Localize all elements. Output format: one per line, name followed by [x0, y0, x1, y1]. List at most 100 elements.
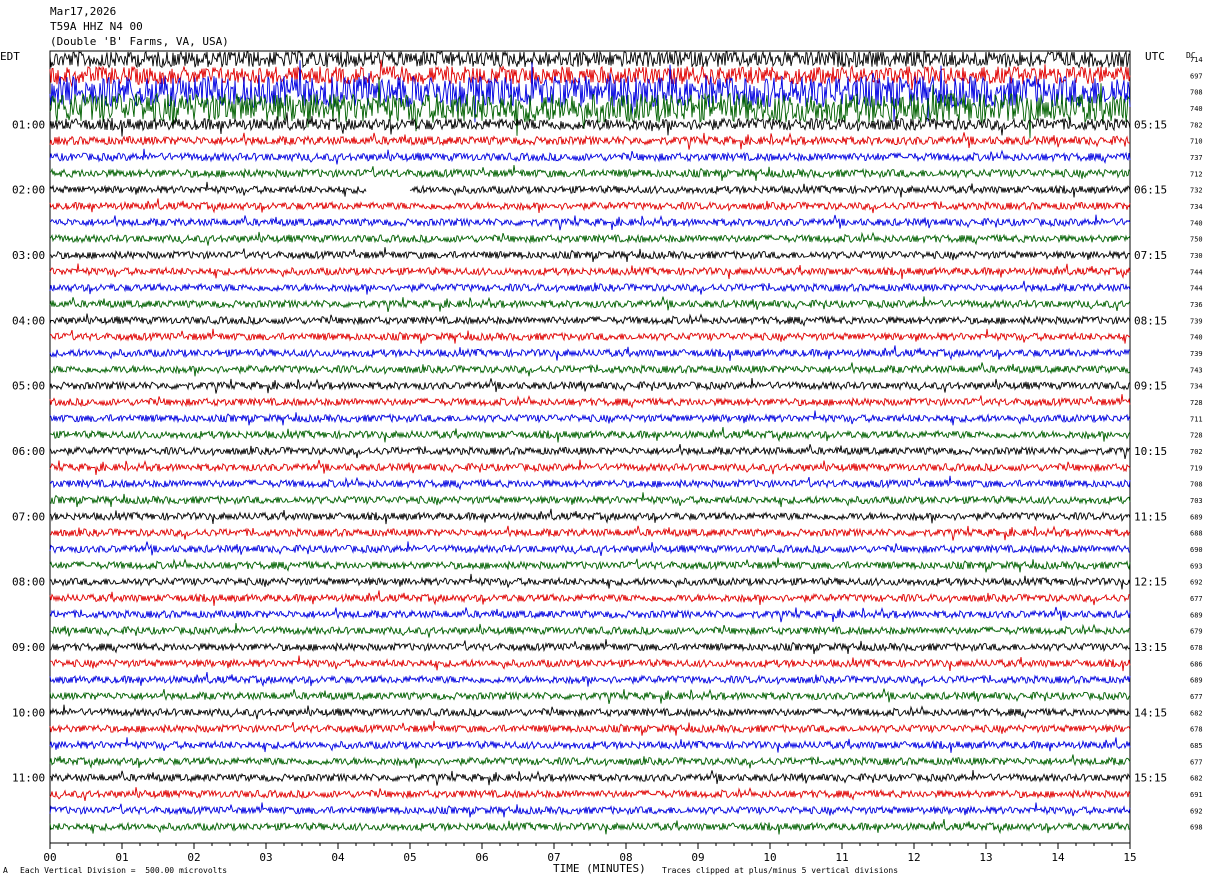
dc-offset-value: 689	[1190, 611, 1203, 619]
dc-offset-value: 690	[1190, 546, 1203, 554]
trace-line	[49, 769, 1131, 786]
date-label: Mar17,2026	[50, 5, 117, 18]
trace-line	[49, 655, 1131, 672]
x-tick-label: 05	[403, 851, 416, 864]
dc-offset-column: 714 697 708 740 782 710 737 712 732 734 740 750 730 7…	[1190, 56, 1203, 832]
trace-line	[49, 720, 1131, 736]
trace-line	[49, 112, 1131, 137]
scale-note: Each Vertical Division = 500.00 microvol…	[20, 866, 228, 875]
trace-line	[49, 819, 1131, 835]
trace-line	[49, 231, 1131, 246]
dc-offset-value: 732	[1190, 187, 1203, 195]
trace-line	[49, 263, 1131, 280]
trace-line	[49, 557, 1131, 573]
trace-line	[49, 573, 1131, 590]
x-tick-label: 08	[619, 851, 632, 864]
right-hour-label: 13:15	[1134, 641, 1167, 654]
trace-line	[49, 737, 1131, 753]
x-tick-label: 04	[331, 851, 345, 864]
left-hour-label: 11:00	[12, 772, 45, 785]
x-tick-label: 14	[1051, 851, 1065, 864]
left-hour-axis: EDT 01:00 02:00 03:00 04:00 05:00 06:00 07:00 0…	[0, 50, 45, 785]
x-axis: 00 01 02 03 04 05 06 07 08 09 10 11 12 13 14 15	[43, 843, 1137, 864]
dc-offset-value: 689	[1190, 677, 1203, 685]
dc-offset-value: 744	[1190, 285, 1203, 293]
trace-line	[49, 345, 1131, 361]
x-tick-label: 10	[763, 851, 776, 864]
clip-note: Traces clipped at plus/minus 5 vertical …	[662, 866, 899, 875]
trace-line	[49, 377, 1131, 394]
left-hour-label: 04:00	[12, 314, 45, 327]
trace-line	[49, 50, 1131, 69]
trace-group	[49, 50, 1131, 835]
left-timezone-label: EDT	[0, 50, 20, 63]
trace-line	[49, 296, 1131, 312]
trace-line	[49, 443, 1131, 459]
right-hour-label: 11:15	[1134, 510, 1167, 523]
dc-offset-value: 708	[1190, 89, 1203, 97]
dc-offset-value: 719	[1190, 464, 1203, 472]
right-hour-label: 12:15	[1134, 576, 1167, 589]
plot-header: Mar17,2026 T59A HHZ N4 00 (Double 'B' Fa…	[50, 4, 229, 49]
dc-offset-value: 689	[1190, 513, 1203, 521]
left-hour-label: 05:00	[12, 380, 45, 393]
dc-offset-header: DC	[1186, 51, 1196, 60]
dc-offset-value: 685	[1190, 742, 1203, 750]
trace-line	[49, 606, 1131, 623]
left-hour-label: 10:00	[12, 706, 45, 719]
dc-offset-value: 737	[1190, 154, 1203, 162]
x-tick-label: 09	[691, 851, 704, 864]
trace-line	[49, 214, 1131, 231]
trace-line	[49, 410, 1131, 426]
dc-offset-value: 743	[1190, 366, 1203, 374]
trace-line	[49, 132, 1131, 150]
dc-offset-value: 782	[1190, 121, 1203, 129]
trace-line	[49, 313, 1131, 327]
left-hour-label: 07:00	[12, 510, 45, 523]
dc-offset-value: 708	[1190, 481, 1203, 489]
trace-line	[49, 754, 1131, 769]
right-timezone-label: UTC	[1145, 50, 1165, 63]
dc-offset-value: 678	[1190, 726, 1203, 734]
right-hour-label: 07:15	[1134, 249, 1167, 262]
dc-offset-value: 728	[1190, 432, 1203, 440]
trace-line	[49, 247, 1131, 263]
right-hour-label: 08:15	[1134, 314, 1167, 327]
dc-offset-value: 677	[1190, 595, 1203, 603]
dc-offset-value: 739	[1190, 350, 1203, 358]
trace-line	[49, 802, 1131, 818]
left-hour-label: 06:00	[12, 445, 45, 458]
x-tick-label: 00	[43, 851, 56, 864]
right-hour-label: 09:15	[1134, 380, 1167, 393]
dc-offset-value: 692	[1190, 807, 1203, 815]
dc-offset-value: 691	[1190, 791, 1203, 799]
dc-offset-value: 739	[1190, 317, 1203, 325]
trace-line	[49, 181, 1131, 198]
dc-offset-value: 740	[1190, 105, 1203, 113]
right-hour-label: 15:15	[1134, 772, 1167, 785]
trace-line	[49, 525, 1131, 541]
dc-offset-value: 678	[1190, 644, 1203, 652]
x-tick-label: 02	[187, 851, 200, 864]
trace-line	[49, 394, 1131, 409]
dc-offset-value: 730	[1190, 252, 1203, 260]
trace-line	[49, 148, 1131, 165]
dc-offset-value: 711	[1190, 415, 1203, 423]
dc-offset-value: 712	[1190, 170, 1203, 178]
station-label: T59A HHZ N4 00	[50, 20, 143, 33]
trace-line	[49, 639, 1131, 655]
dc-offset-value: 682	[1190, 709, 1203, 717]
corner-mark: A	[3, 866, 8, 875]
trace-line	[49, 622, 1131, 638]
right-hour-label: 10:15	[1134, 445, 1167, 458]
x-tick-label: 01	[115, 851, 128, 864]
dc-offset-value: 703	[1190, 497, 1203, 505]
right-hour-label: 06:15	[1134, 184, 1167, 197]
trace-line	[49, 362, 1131, 377]
dc-offset-value: 698	[1190, 824, 1203, 832]
trace-line	[49, 328, 1131, 344]
dc-offset-value: 692	[1190, 579, 1203, 587]
trace-line	[49, 59, 1131, 90]
x-tick-label: 06	[475, 851, 488, 864]
